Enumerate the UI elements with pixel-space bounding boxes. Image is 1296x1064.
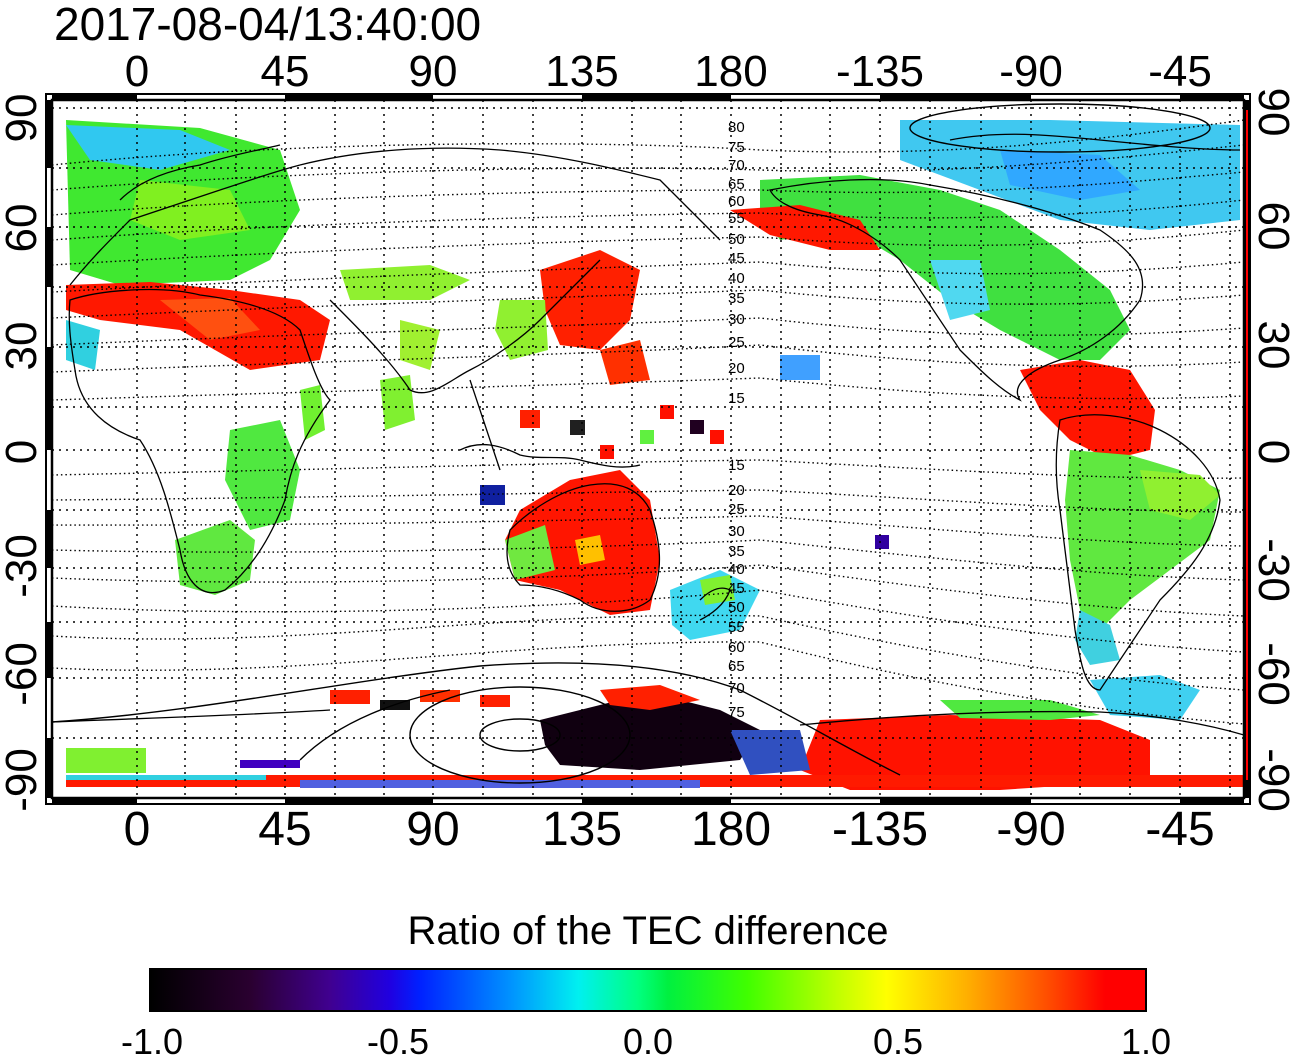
- lat-tick-left: -30: [0, 534, 46, 598]
- contour-label: 30: [728, 311, 745, 328]
- lon-tick-bottom: -45: [1145, 803, 1215, 856]
- lon-tick-bottom: -135: [831, 803, 929, 856]
- contour-label: 40: [728, 270, 745, 287]
- contour-label: 55: [728, 619, 745, 636]
- contour-label: 65: [728, 658, 745, 675]
- lon-tick-top: -135: [835, 47, 925, 96]
- lat-tick-left: -60: [0, 642, 46, 706]
- contour-label: 60: [728, 639, 745, 656]
- colorbar-title: Ratio of the TEC difference: [407, 909, 889, 953]
- lon-tick-top: 180: [694, 47, 768, 96]
- lat-tick-left: 60: [0, 203, 46, 253]
- lon-tick-bottom: 45: [258, 803, 312, 856]
- lat-tick-right: 0: [1249, 439, 1296, 465]
- lat-tick-left: 30: [0, 321, 46, 371]
- map-grid: [52, 100, 1244, 798]
- contour-label: 15: [728, 457, 745, 474]
- magnetic-latitude-contours: [52, 119, 1244, 725]
- colorbar: [149, 968, 1147, 1012]
- lon-tick-top: 90: [408, 47, 458, 96]
- contour-label: 50: [728, 599, 745, 616]
- contour-label: 45: [728, 250, 745, 267]
- lat-tick-left: -90: [0, 748, 46, 812]
- colorbar-tick: 0.0: [622, 1021, 674, 1062]
- lon-tick-bottom: -90: [996, 803, 1066, 856]
- lon-tick-bottom: 180: [690, 803, 772, 856]
- contour-label: 20: [728, 482, 745, 499]
- contour-label: 30: [728, 523, 745, 540]
- colorbar-tick: -1.0: [120, 1021, 184, 1062]
- lat-tick-right: 60: [1249, 201, 1296, 251]
- contour-label: 25: [728, 334, 745, 351]
- lon-tick-top: -90: [999, 47, 1063, 96]
- contour-label: 20: [728, 360, 745, 377]
- lat-tick-right: -60: [1249, 642, 1296, 706]
- lon-tick-top: 0: [124, 47, 150, 96]
- colorbar-tick: 0.5: [872, 1021, 924, 1062]
- lat-tick-right: 30: [1249, 320, 1296, 370]
- lon-tick-top: 135: [545, 47, 619, 96]
- contour-label: 75: [728, 704, 745, 721]
- contour-label: 75: [728, 139, 745, 156]
- contour-label: 55: [728, 210, 745, 227]
- frame-ticks: [46, 94, 1250, 804]
- lon-tick-bottom: 90: [406, 803, 460, 856]
- timestamp: 2017-08-04/13:40:00: [54, 0, 482, 50]
- lon-tick-bottom: 135: [541, 803, 623, 856]
- lat-tick-left: 90: [0, 93, 46, 143]
- contour-label: 60: [728, 193, 745, 210]
- map-plot-area: [52, 100, 1244, 798]
- lon-tick-top: 45: [260, 47, 310, 96]
- lat-tick-right: -30: [1249, 538, 1296, 602]
- contour-label: 70: [728, 680, 745, 697]
- lon-tick-top: -45: [1148, 47, 1212, 96]
- contour-label: 15: [728, 390, 745, 407]
- contour-label: 65: [728, 176, 745, 193]
- contour-labels: 80 75 70 65 60 55 50 45 40 35 30 25 20 1…: [728, 119, 745, 721]
- lon-tick-bottom: 0: [123, 803, 151, 856]
- colorbar-tick: -0.5: [366, 1021, 430, 1062]
- lat-tick-right: -90: [1249, 748, 1296, 812]
- contour-label: 50: [728, 231, 745, 248]
- contour-label: 80: [728, 119, 745, 136]
- contour-label: 40: [728, 561, 745, 578]
- colorbar-tick: 1.0: [1120, 1021, 1172, 1062]
- contour-label: 35: [728, 543, 745, 560]
- lat-tick-left: 0: [0, 439, 46, 465]
- contour-label: 25: [728, 501, 745, 518]
- coastlines: [52, 133, 1244, 736]
- contour-label: 70: [728, 157, 745, 174]
- contour-label: 45: [728, 580, 745, 597]
- contour-label: 35: [728, 290, 745, 307]
- tec-ratio-map: 80 75 70 65 60 55 50 45 40 35 30 25 20 1…: [45, 93, 1251, 805]
- lat-tick-right: 90: [1249, 87, 1296, 137]
